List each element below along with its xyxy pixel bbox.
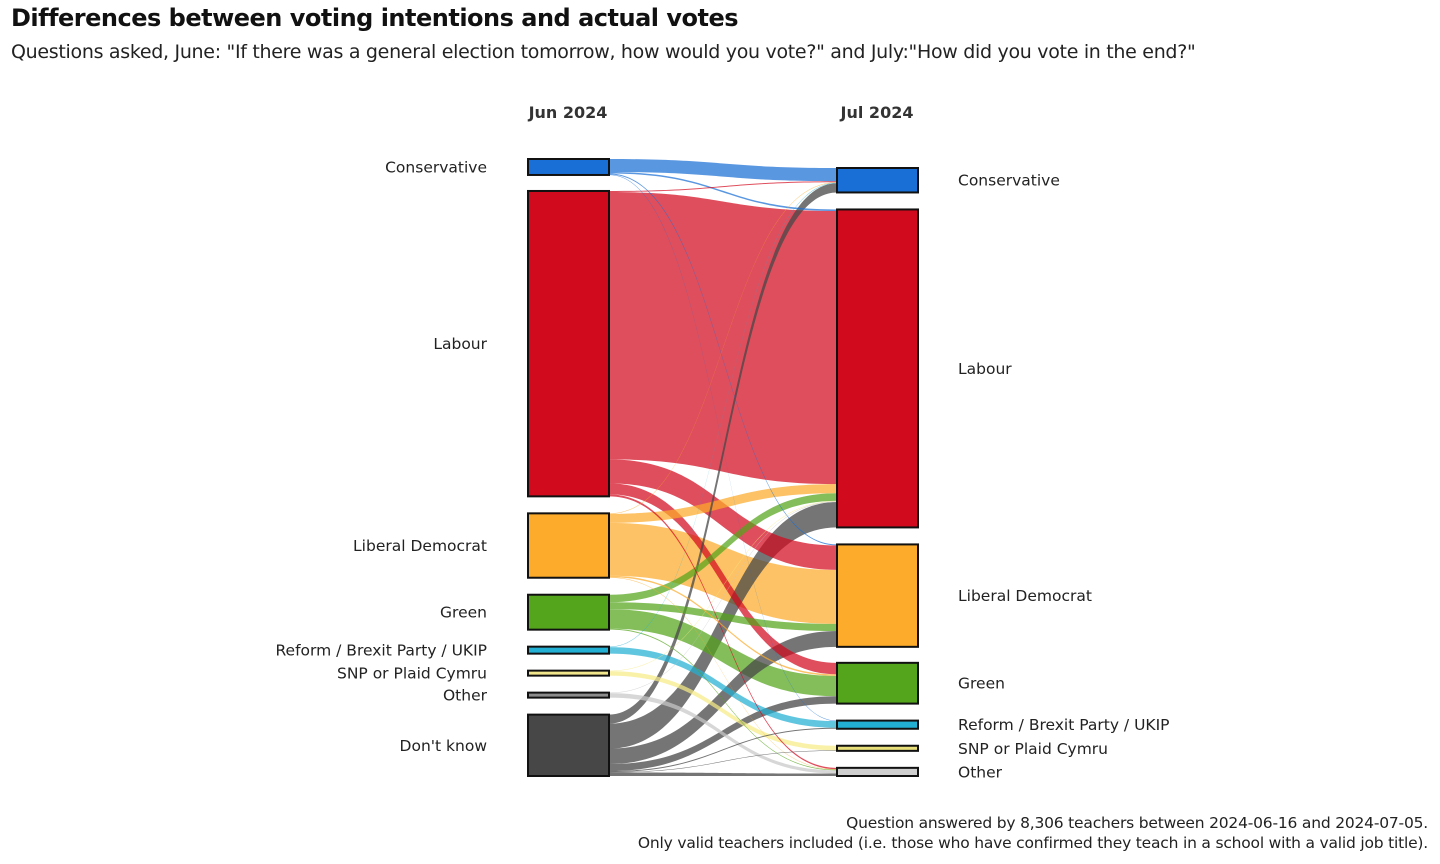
right-node-reform-brexit-party-ukip: [836, 719, 919, 730]
right-label-liberal-democrat: Liberal Democrat: [958, 587, 1092, 605]
flow-green-to-liberal-democrat: [609, 602, 837, 632]
flow-liberal-democrat-to-labour: [609, 484, 837, 523]
right-label-labour: Labour: [958, 360, 1012, 378]
flow-links: [609, 159, 837, 776]
flow-snp-or-plaid-cymru-to-snp-or-plaid-cymru: [609, 671, 837, 751]
flow-labour-to-conservative: [609, 181, 837, 192]
left-node-green: [527, 593, 610, 631]
flow-reform-brexit-party-ukip-to-conservative: [609, 182, 837, 648]
column-header-right: Jul 2024: [840, 103, 914, 122]
flow-labour-to-green: [609, 483, 837, 675]
caption-line-1: Question answered by 8,306 teachers betw…: [846, 814, 1428, 832]
right-node-conservative: [836, 167, 919, 194]
right-node-liberal-democrat: [836, 543, 919, 648]
flow-labour-to-liberal-democrat: [609, 459, 837, 570]
left-node-reform-brexit-party-ukip: [527, 645, 610, 655]
flow-don-t-know-to-conservative: [609, 183, 837, 724]
flow-reform-brexit-party-ukip-to-reform-brexit-party-ukip: [609, 647, 837, 728]
flow-other-to-other: [609, 693, 837, 774]
left-node-conservative: [527, 158, 610, 176]
flow-conservative-to-reform-brexit-party-ukip: [609, 174, 837, 722]
left-label-liberal-democrat: Liberal Democrat: [353, 537, 487, 555]
flow-green-to-green: [609, 609, 837, 697]
left-node-don-t-know: [527, 713, 610, 777]
column-header-left: Jun 2024: [528, 103, 608, 122]
flow-don-t-know-to-snp-or-plaid-cymru: [609, 750, 837, 773]
right-label-conservative: Conservative: [958, 172, 1060, 190]
flow-green-to-other: [609, 628, 837, 771]
right-label-other: Other: [958, 763, 1003, 781]
left-label-don-t-know: Don't know: [400, 737, 488, 755]
right-label-green: Green: [958, 675, 1005, 693]
flow-other-to-labour: [609, 501, 837, 694]
flow-liberal-democrat-to-other: [609, 577, 837, 770]
flow-liberal-democrat-to-green: [609, 575, 837, 676]
left-label-conservative: Conservative: [385, 158, 487, 176]
flow-don-t-know-to-other: [609, 772, 837, 776]
nodes: [527, 158, 919, 777]
flow-labour-to-labour: [609, 191, 837, 485]
flow-don-t-know-to-liberal-democrat: [609, 631, 837, 765]
left-node-labour: [527, 189, 610, 498]
right-label-snp-or-plaid-cymru: SNP or Plaid Cymru: [958, 740, 1108, 758]
flow-liberal-democrat-to-conservative: [609, 182, 837, 514]
chart-title: Differences between voting intentions an…: [11, 4, 739, 32]
right-node-labour: [836, 208, 919, 529]
left-node-snp-or-plaid-cymru: [527, 669, 610, 677]
flow-conservative-to-liberal-democrat: [609, 173, 837, 546]
right-node-green: [836, 661, 919, 705]
left-label-labour: Labour: [433, 335, 487, 353]
flow-conservative-to-conservative: [609, 159, 837, 182]
left-node-other: [527, 691, 610, 699]
flow-don-t-know-to-reform-brexit-party-ukip: [609, 727, 837, 773]
right-node-other: [836, 766, 919, 777]
right-node-snp-or-plaid-cymru: [836, 744, 919, 752]
flow-snp-or-plaid-cymru-to-labour: [609, 500, 837, 672]
caption: Question answered by 8,306 teachers betw…: [638, 814, 1428, 853]
left-label-other: Other: [443, 687, 488, 705]
chart-subtitle: Questions asked, June: "If there was a g…: [11, 41, 1196, 63]
flow-conservative-to-labour: [609, 171, 837, 211]
left-label-snp-or-plaid-cymru: SNP or Plaid Cymru: [337, 665, 487, 683]
left-node-liberal-democrat: [527, 512, 610, 579]
flow-labour-to-other: [609, 494, 837, 770]
left-label-reform-brexit-party-ukip: Reform / Brexit Party / UKIP: [275, 642, 487, 660]
caption-line-2: Only valid teachers included (i.e. those…: [637, 833, 1428, 852]
flow-green-to-labour: [609, 493, 837, 603]
node-labels: Conservative Labour Liberal Democrat Green R…: [275, 158, 1169, 781]
right-label-reform-brexit-party-ukip: Reform / Brexit Party / UKIP: [958, 716, 1170, 734]
left-label-green: Green: [440, 604, 487, 622]
